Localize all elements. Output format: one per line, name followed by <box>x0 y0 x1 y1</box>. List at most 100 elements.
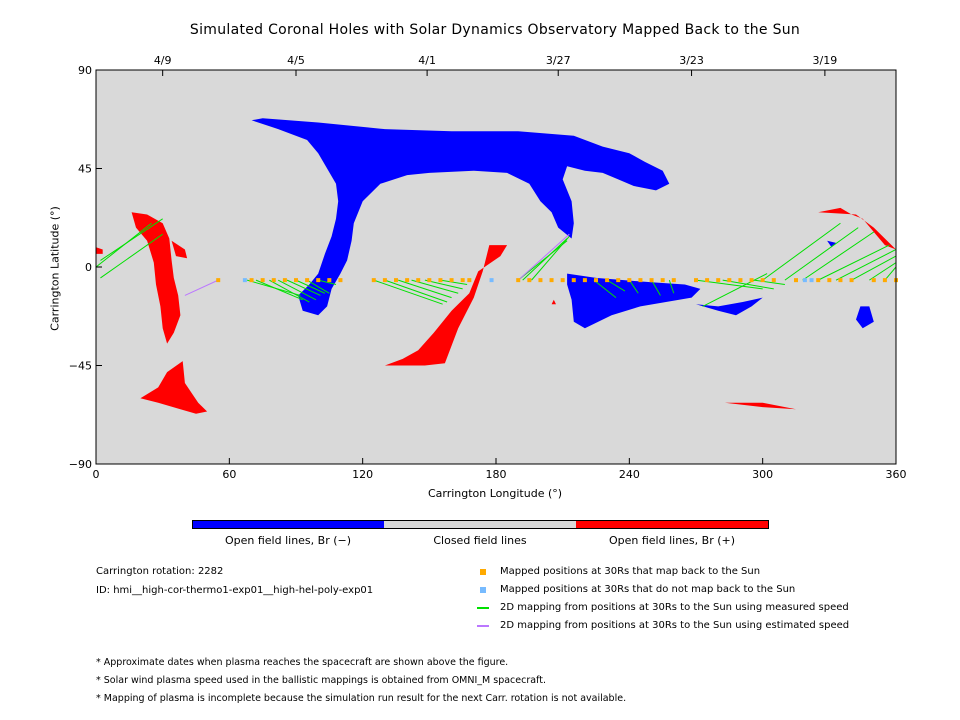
coronal-hole-negative-0 <box>251 118 670 316</box>
mapping-line-measured-18 <box>522 238 568 281</box>
mapped-point-7 <box>316 278 321 283</box>
mapping-line-measured-28 <box>762 222 841 281</box>
mapping-line-measured-13 <box>398 279 452 299</box>
x-tick-label-3: 180 <box>486 468 507 481</box>
mapping-line-measured-24 <box>668 279 675 294</box>
date-tick-label-1: 4/5 <box>287 54 305 67</box>
unmapped-point-1 <box>489 278 494 283</box>
coronal-hole-positive-6 <box>724 402 796 410</box>
mapping-line-estimated-1 <box>517 233 570 281</box>
mapped-point-26 <box>582 278 587 283</box>
mapped-point-48 <box>871 278 876 283</box>
mapped-point-30 <box>627 278 632 283</box>
mapped-point-9 <box>338 278 343 283</box>
y-tick-label-3: −45 <box>69 360 92 373</box>
y-tick-label-4: −90 <box>69 458 92 471</box>
mapping-line-measured-31 <box>702 273 768 307</box>
coronal-hole-positive-4 <box>384 245 508 366</box>
coronal-hole-negative-1 <box>567 273 701 329</box>
mapped-point-20 <box>516 278 521 283</box>
mapped-point-35 <box>694 278 698 283</box>
x-tick-label-5: 300 <box>752 468 773 481</box>
x-tick-label-6: 360 <box>886 468 907 481</box>
coronal-hole-positive-0 <box>131 212 181 344</box>
mapped-point-2 <box>260 278 265 283</box>
mapping-line-measured-10 <box>318 279 337 285</box>
mapped-point-39 <box>738 278 743 283</box>
x-tick-label-0: 0 <box>93 468 100 481</box>
mapped-point-12 <box>394 278 398 283</box>
mapped-point-14 <box>416 278 421 283</box>
y-tick-label-0: 90 <box>78 64 92 77</box>
mapped-point-27 <box>594 278 598 283</box>
coronal-hole-positive-1 <box>171 240 188 259</box>
mapped-point-40 <box>749 278 754 283</box>
closed-field-background <box>96 70 896 464</box>
mapped-point-5 <box>294 278 298 283</box>
mapped-point-8 <box>327 278 332 283</box>
legend-not-mapped-label: Mapped positions at 30Rs that do not map… <box>500 584 796 595</box>
date-tick-label-2: 4/1 <box>418 54 436 67</box>
mapping-line-measured-22 <box>628 279 639 294</box>
mapping-line-measured-32 <box>818 244 890 281</box>
mapped-point-29 <box>616 278 621 283</box>
mapping-line-measured-11 <box>373 279 443 305</box>
mapped-point-25 <box>571 278 576 283</box>
colorbar-label-positive: Open field lines, Br (+) <box>608 534 736 547</box>
legend-mapped-swatch <box>480 569 486 575</box>
mapped-point-6 <box>305 278 310 283</box>
mapping-line-measured-20 <box>593 279 617 299</box>
mapped-point-16 <box>438 278 443 283</box>
legend-estimated-line <box>477 625 489 627</box>
footnote-dates: * Approximate dates when plasma reaches … <box>96 657 509 668</box>
mapped-point-32 <box>649 278 654 283</box>
coronal-hole-negative-2 <box>696 297 763 316</box>
legend-estimated-label: 2D mapping from positions at 30Rs to the… <box>500 620 850 631</box>
mapping-line-measured-12 <box>384 279 448 303</box>
mapped-point-36 <box>705 278 710 283</box>
legend-mapped-label: Mapped positions at 30Rs that map back t… <box>500 566 761 577</box>
mapping-line-estimated-0 <box>184 279 219 296</box>
mapping-line-measured-30 <box>802 231 875 281</box>
mapping-line-measured-14 <box>411 279 459 294</box>
mapped-point-24 <box>560 278 565 283</box>
coronal-hole-negative-4 <box>827 240 836 248</box>
mapping-line-measured-0 <box>100 233 163 279</box>
footnote-speed: * Solar wind plasma speed used in the ba… <box>96 675 546 686</box>
x-axis-label: Carrington Longitude (°) <box>427 487 563 500</box>
colorbar-label-negative: Open field lines, Br (−) <box>224 534 352 547</box>
mapped-point-46 <box>838 278 843 283</box>
unmapped-point-2 <box>802 278 807 283</box>
run-id: ID: hmi__high-cor-thermo1-exp01__high-he… <box>96 585 374 596</box>
date-tick-label-3: 3/27 <box>546 54 571 67</box>
mapped-point-44 <box>816 278 821 283</box>
mapping-line-measured-34 <box>851 255 897 281</box>
coronal-hole-negative-3 <box>856 306 874 329</box>
coronal-hole-positive-2 <box>96 247 103 254</box>
mapped-point-28 <box>605 278 610 283</box>
mapped-point-15 <box>427 278 432 283</box>
mapping-line-measured-21 <box>606 279 626 292</box>
mapped-point-23 <box>549 278 554 283</box>
mapped-point-21 <box>527 278 532 283</box>
mapped-point-22 <box>538 278 543 283</box>
colorbar-frame <box>192 520 769 529</box>
mapping-line-measured-36 <box>884 266 897 281</box>
mapping-line-measured-9 <box>306 279 330 294</box>
mapped-point-17 <box>449 278 454 283</box>
mapping-line-measured-17 <box>517 240 568 281</box>
mapped-point-10 <box>371 278 376 283</box>
y-tick-label-2: 0 <box>85 261 92 274</box>
mapping-line-measured-23 <box>651 279 661 296</box>
mapped-point-4 <box>282 278 287 283</box>
coronal-hole-positive-3 <box>140 361 208 414</box>
unmapped-point-0 <box>242 278 247 283</box>
mapping-line-measured-16 <box>440 279 468 286</box>
mapped-point-37 <box>716 278 721 283</box>
mapped-point-45 <box>827 278 832 283</box>
mapping-line-measured-19 <box>531 236 570 281</box>
mapping-line-measured-29 <box>784 227 859 281</box>
legend-measured-label: 2D mapping from positions at 30Rs to the… <box>500 602 849 613</box>
colorbar-closed <box>384 520 576 528</box>
colorbar-negative <box>192 520 384 528</box>
